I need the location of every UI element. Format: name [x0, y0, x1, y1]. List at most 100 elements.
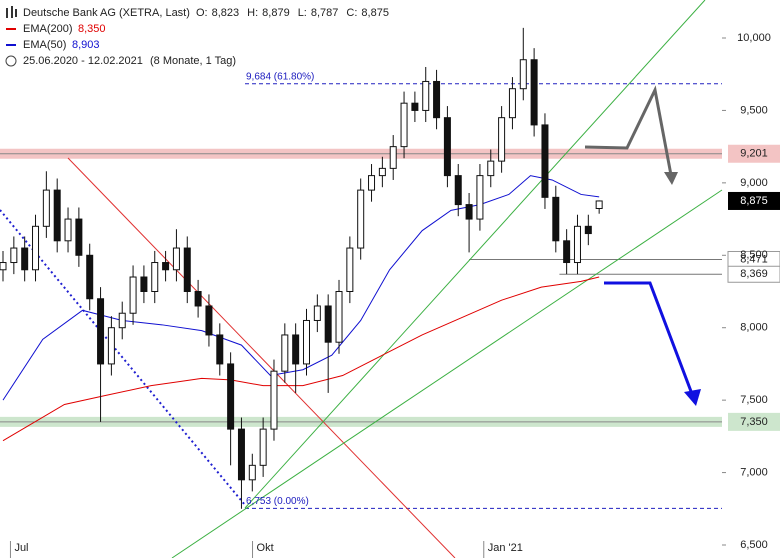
candle-body	[162, 262, 170, 271]
candle-body	[357, 189, 365, 249]
candle-body	[32, 225, 40, 271]
candle-body	[454, 175, 462, 206]
candle-body	[595, 200, 603, 209]
legend-label: EMA(50)	[23, 39, 66, 51]
candle-body	[216, 334, 224, 365]
candle-body	[378, 167, 386, 177]
support-label: 8,471	[740, 253, 768, 265]
annotations	[0, 0, 723, 558]
candle-body	[346, 247, 354, 293]
y-tick-label: 6,500	[740, 539, 768, 551]
candle-body	[411, 102, 419, 111]
y-tick-label: 10,000	[737, 32, 771, 44]
y-tick-label: 9,000	[740, 177, 768, 189]
x-tick-label: Jan '21	[488, 542, 523, 554]
candle-body	[389, 146, 397, 169]
trend-line	[67, 157, 456, 558]
ohlc: O: 8,823 H: 8,879 L: 8,787 C: 8,875	[196, 7, 389, 19]
candle-body	[10, 247, 18, 264]
candle-body	[259, 428, 267, 466]
candle-body	[97, 298, 105, 365]
candle-body	[194, 291, 202, 307]
candle-body	[227, 363, 235, 430]
candle-body	[0, 262, 7, 271]
y-tick-label: 9,500	[740, 104, 768, 116]
candle-body	[584, 225, 592, 235]
candle-body	[281, 334, 289, 372]
y-tick-label: 7,500	[740, 394, 768, 406]
ohlc-value: 8,823	[212, 7, 240, 19]
scenario-arrow	[604, 281, 694, 395]
legend-label: EMA(200)	[23, 23, 73, 35]
ohlc-name: L:	[298, 7, 307, 19]
scenario-arrow	[584, 85, 673, 176]
candle-body	[400, 102, 408, 148]
trend-line	[171, 189, 723, 558]
candle-body	[313, 305, 321, 321]
levels	[0, 83, 722, 509]
last-price-box	[728, 191, 780, 210]
candle-body	[292, 334, 300, 365]
y-tick-label: 8,000	[740, 322, 768, 334]
candle-body	[563, 240, 571, 264]
candle-body	[64, 218, 72, 242]
zone-label: 9,201	[740, 148, 768, 160]
ohlc-value: 8,875	[361, 7, 389, 19]
candle-body	[140, 276, 148, 292]
ema-line	[2, 175, 600, 401]
fib-label: 6,753 (0.00%)	[246, 496, 309, 507]
legend-value: 8,350	[78, 23, 106, 35]
y-tick-label: 7,000	[740, 466, 768, 478]
clock-icon	[5, 55, 17, 67]
legend-swatch	[6, 28, 16, 30]
candle-icon	[6, 8, 8, 18]
ema-line	[2, 276, 600, 442]
candle-icon	[11, 6, 13, 18]
date-range: 25.06.2020 - 12.02.2021	[23, 55, 143, 67]
ohlc-name: C:	[346, 7, 357, 19]
candle-body	[552, 196, 560, 242]
candle-body	[118, 312, 126, 329]
candle-body	[302, 319, 310, 365]
support-label-box	[727, 265, 780, 283]
last-price-label: 8,875	[740, 195, 768, 207]
candle-body	[530, 59, 538, 126]
candle-body	[151, 262, 159, 292]
candle-body	[487, 160, 495, 177]
candle-body	[183, 247, 191, 293]
candle-body	[422, 80, 430, 111]
candle-body	[205, 305, 213, 336]
arrow-head	[684, 389, 701, 406]
candle-body	[107, 327, 115, 365]
trend-line	[244, 0, 706, 509]
zone-label-box	[728, 412, 780, 431]
candle-body	[270, 370, 278, 430]
legend-value: 8,903	[72, 39, 100, 51]
x-tick-label: Jul	[14, 542, 28, 554]
period: (8 Monate, 1 Tag)	[150, 55, 236, 67]
candle-body	[433, 80, 441, 119]
candle-body	[443, 117, 451, 177]
arrow-head	[664, 172, 678, 185]
candle-body	[573, 225, 581, 264]
legend-swatch	[6, 44, 16, 46]
x-tick-label: Okt	[257, 542, 274, 554]
header: Deutsche Bank AG (XETRA, Last) O: 8,823 H:…	[5, 6, 389, 67]
candle-body	[21, 247, 29, 271]
candle-body	[42, 189, 50, 227]
candle-body	[248, 464, 256, 481]
candle-body	[53, 189, 61, 242]
candle-body	[129, 276, 137, 314]
candle-body	[75, 218, 83, 256]
candle-body	[368, 175, 376, 191]
support-label: 8,369	[740, 268, 768, 280]
candle-body	[498, 117, 506, 162]
ohlc-value: 8,787	[311, 7, 339, 19]
candle-body	[508, 88, 516, 119]
candle-body	[476, 175, 484, 220]
candle-body	[335, 291, 343, 343]
candle-body	[465, 204, 473, 220]
zone-label-box	[728, 144, 780, 163]
candle-body	[324, 305, 332, 343]
